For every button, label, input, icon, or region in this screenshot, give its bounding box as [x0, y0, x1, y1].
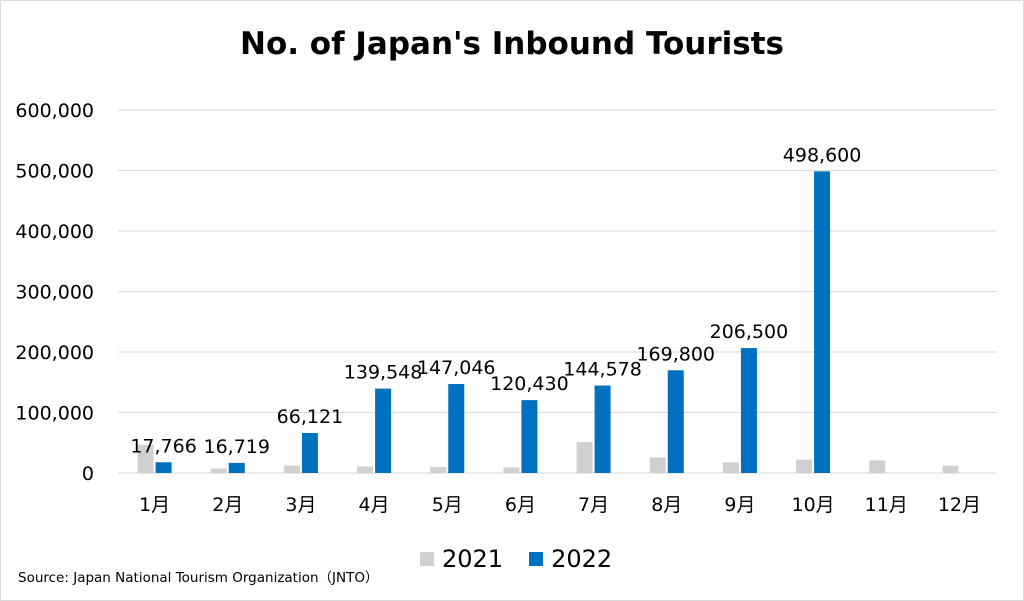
chart-title: No. of Japan's Inbound Tourists	[240, 26, 784, 62]
bar-2021	[430, 466, 447, 473]
bar-2022	[301, 432, 318, 473]
x-tick-label: 3月	[285, 494, 316, 516]
legend-swatch-2022	[529, 552, 544, 566]
bar-2021	[869, 460, 886, 473]
bar-2022	[814, 171, 831, 474]
bar-2021	[137, 444, 154, 473]
bar-2022	[667, 370, 684, 473]
data-label: 120,430	[490, 373, 569, 395]
legend-swatch-2021	[420, 552, 434, 566]
y-tick-label: 0	[82, 463, 94, 485]
legend-item-2021: 2021	[420, 545, 503, 573]
bar-2021	[357, 466, 374, 473]
x-tick-label: 2月	[212, 494, 243, 516]
y-tick-label: 500,000	[15, 161, 94, 183]
bar-2022	[448, 384, 465, 473]
legend: 2021 2022	[420, 545, 638, 573]
data-label: 169,800	[636, 343, 715, 365]
bar-2021	[796, 459, 813, 473]
data-label: 16,719	[204, 436, 270, 458]
y-tick-label: 100,000	[15, 403, 94, 425]
x-tick-label: 9月	[724, 494, 755, 516]
data-label: 17,766	[130, 435, 196, 457]
y-tick-label: 300,000	[15, 282, 94, 304]
bar-2021	[722, 462, 739, 473]
data-label: 206,500	[710, 321, 789, 343]
data-label: 66,121	[277, 406, 343, 428]
y-tick-label: 200,000	[15, 342, 94, 364]
legend-label-2022: 2022	[551, 545, 613, 573]
source-note: Source: Japan National Tourism Organizat…	[18, 570, 379, 586]
x-tick-label: 8月	[651, 494, 682, 516]
bar-2021	[942, 465, 959, 473]
bar-2021	[503, 467, 520, 473]
bar-2022	[375, 388, 392, 473]
data-label: 498,600	[783, 144, 862, 166]
bar-2021	[283, 465, 300, 473]
legend-item-2022: 2022	[529, 545, 612, 573]
x-tick-label: 1月	[139, 494, 170, 516]
x-tick-label: 10月	[791, 494, 834, 516]
x-tick-label: 4月	[359, 494, 390, 516]
data-label: 144,578	[563, 359, 642, 381]
bar-2022	[228, 462, 245, 473]
data-label: 147,046	[417, 357, 496, 379]
x-tick-label: 7月	[578, 494, 609, 516]
bar-2022	[155, 462, 172, 473]
x-tick-label: 6月	[505, 494, 536, 516]
bar-2022	[740, 348, 757, 473]
bar-2021	[649, 457, 666, 473]
data-label: 139,548	[344, 362, 423, 384]
y-tick-label: 400,000	[15, 221, 94, 243]
x-tick-label: 5月	[432, 494, 463, 516]
x-tick-label: 11月	[865, 494, 908, 516]
bar-2021	[210, 468, 227, 473]
bar-2021	[576, 442, 593, 473]
bar-2022	[594, 385, 611, 473]
bar-2022	[521, 400, 538, 473]
legend-label-2021: 2021	[442, 545, 504, 573]
y-tick-label: 600,000	[15, 100, 94, 122]
x-tick-label: 12月	[938, 494, 981, 516]
